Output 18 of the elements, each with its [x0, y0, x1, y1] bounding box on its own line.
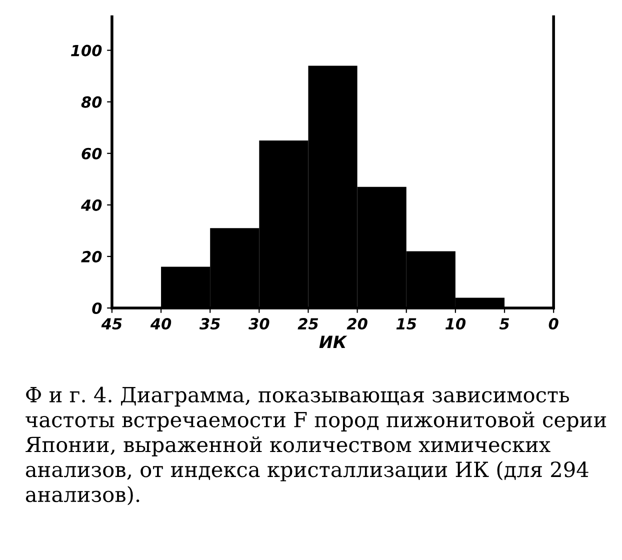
x-tick-label: 30 [248, 318, 270, 330]
text: Ф и г. 4. Диаграмма, показывающая зависимость частоты встречаемости F пород пижонитовой серии Японии, выраженной количеством химических анализов, от индекса кристаллизации ИК (для 294 анализов). [26, 386, 606, 506]
x-tick-label: 45 [101, 318, 122, 330]
x-tick-label: 10 [445, 318, 466, 330]
x-tick-label: 40 [150, 318, 172, 330]
x-axis-title: ИК [319, 336, 348, 348]
x-tick-label: 5 [499, 318, 510, 330]
x-tick-label: 20 [346, 318, 368, 330]
y-tick-label: 40 [80, 199, 102, 211]
x-tick-label: 15 [396, 318, 416, 330]
x-tick-label: 0 [548, 318, 558, 330]
y-tick-label: 20 [81, 250, 102, 262]
y-tick-label: 80 [81, 96, 102, 108]
y-tick-label: 100 [71, 44, 102, 56]
y-tick-label: 60 [82, 148, 102, 160]
x-tick-label: 25 [298, 318, 318, 330]
y-tick-label: 0 [92, 302, 102, 314]
x-tick-label: 35 [199, 318, 220, 330]
